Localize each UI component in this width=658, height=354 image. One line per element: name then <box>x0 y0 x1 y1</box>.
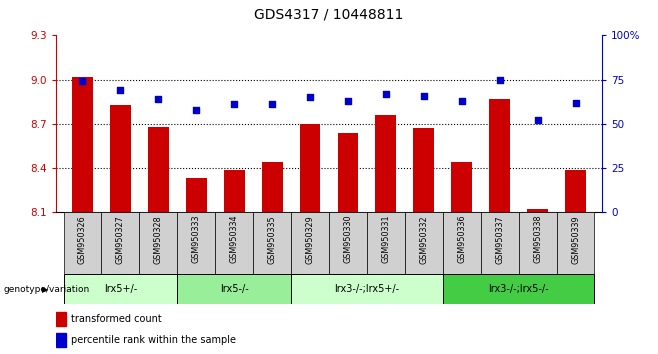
Bar <box>56 312 66 326</box>
FancyBboxPatch shape <box>177 274 291 304</box>
Bar <box>527 210 548 212</box>
FancyBboxPatch shape <box>367 212 405 274</box>
Text: genotype/variation: genotype/variation <box>3 285 89 294</box>
Text: GSM950332: GSM950332 <box>419 215 428 263</box>
Text: GSM950331: GSM950331 <box>382 215 390 263</box>
FancyBboxPatch shape <box>405 212 443 274</box>
Text: GSM950338: GSM950338 <box>533 215 542 263</box>
Text: lrx5-/-: lrx5-/- <box>220 284 249 295</box>
FancyBboxPatch shape <box>291 212 329 274</box>
Bar <box>299 124 320 212</box>
Bar <box>148 127 168 212</box>
Text: GSM950337: GSM950337 <box>495 215 504 263</box>
Bar <box>186 178 207 212</box>
Bar <box>413 129 434 212</box>
FancyBboxPatch shape <box>215 212 253 274</box>
FancyBboxPatch shape <box>101 212 139 274</box>
FancyBboxPatch shape <box>64 212 101 274</box>
Text: lrx3-/-;lrx5+/-: lrx3-/-;lrx5+/- <box>334 284 399 295</box>
Text: GSM950328: GSM950328 <box>154 215 163 263</box>
Bar <box>72 77 93 212</box>
Point <box>532 118 543 123</box>
Point <box>191 107 201 113</box>
Text: GSM950335: GSM950335 <box>268 215 276 263</box>
Point <box>457 98 467 104</box>
Text: GSM950327: GSM950327 <box>116 215 125 264</box>
Point <box>570 100 581 105</box>
Bar <box>565 170 586 212</box>
Bar <box>56 333 66 347</box>
Text: transformed count: transformed count <box>71 314 162 324</box>
Point <box>115 87 126 93</box>
Text: GSM950336: GSM950336 <box>457 215 467 263</box>
FancyBboxPatch shape <box>557 212 594 274</box>
Point <box>229 102 240 107</box>
FancyBboxPatch shape <box>253 212 291 274</box>
Point <box>77 79 88 84</box>
Point <box>343 98 353 104</box>
FancyBboxPatch shape <box>64 274 177 304</box>
FancyBboxPatch shape <box>291 274 443 304</box>
FancyBboxPatch shape <box>519 212 557 274</box>
Text: lrx3-/-;lrx5-/-: lrx3-/-;lrx5-/- <box>488 284 549 295</box>
Text: GSM950329: GSM950329 <box>305 215 315 264</box>
Bar <box>376 115 396 212</box>
FancyBboxPatch shape <box>177 212 215 274</box>
Bar <box>224 170 245 212</box>
Text: GSM950334: GSM950334 <box>230 215 239 263</box>
Text: GSM950330: GSM950330 <box>343 215 353 263</box>
Text: GSM950326: GSM950326 <box>78 215 87 263</box>
Text: ▶: ▶ <box>41 285 48 294</box>
Text: lrx5+/-: lrx5+/- <box>104 284 137 295</box>
Bar <box>262 162 282 212</box>
Text: GSM950339: GSM950339 <box>571 215 580 263</box>
FancyBboxPatch shape <box>481 212 519 274</box>
FancyBboxPatch shape <box>443 274 594 304</box>
Point <box>153 96 164 102</box>
Bar <box>451 162 472 212</box>
Bar <box>110 105 131 212</box>
Text: GSM950333: GSM950333 <box>191 215 201 263</box>
Bar <box>338 133 359 212</box>
FancyBboxPatch shape <box>329 212 367 274</box>
Point <box>380 91 391 97</box>
Text: percentile rank within the sample: percentile rank within the sample <box>71 335 236 345</box>
FancyBboxPatch shape <box>139 212 177 274</box>
Bar <box>490 99 510 212</box>
Text: GDS4317 / 10448811: GDS4317 / 10448811 <box>254 7 404 21</box>
Point <box>305 95 315 100</box>
Point <box>494 77 505 82</box>
FancyBboxPatch shape <box>443 212 481 274</box>
Point <box>418 93 429 98</box>
Point <box>267 102 278 107</box>
